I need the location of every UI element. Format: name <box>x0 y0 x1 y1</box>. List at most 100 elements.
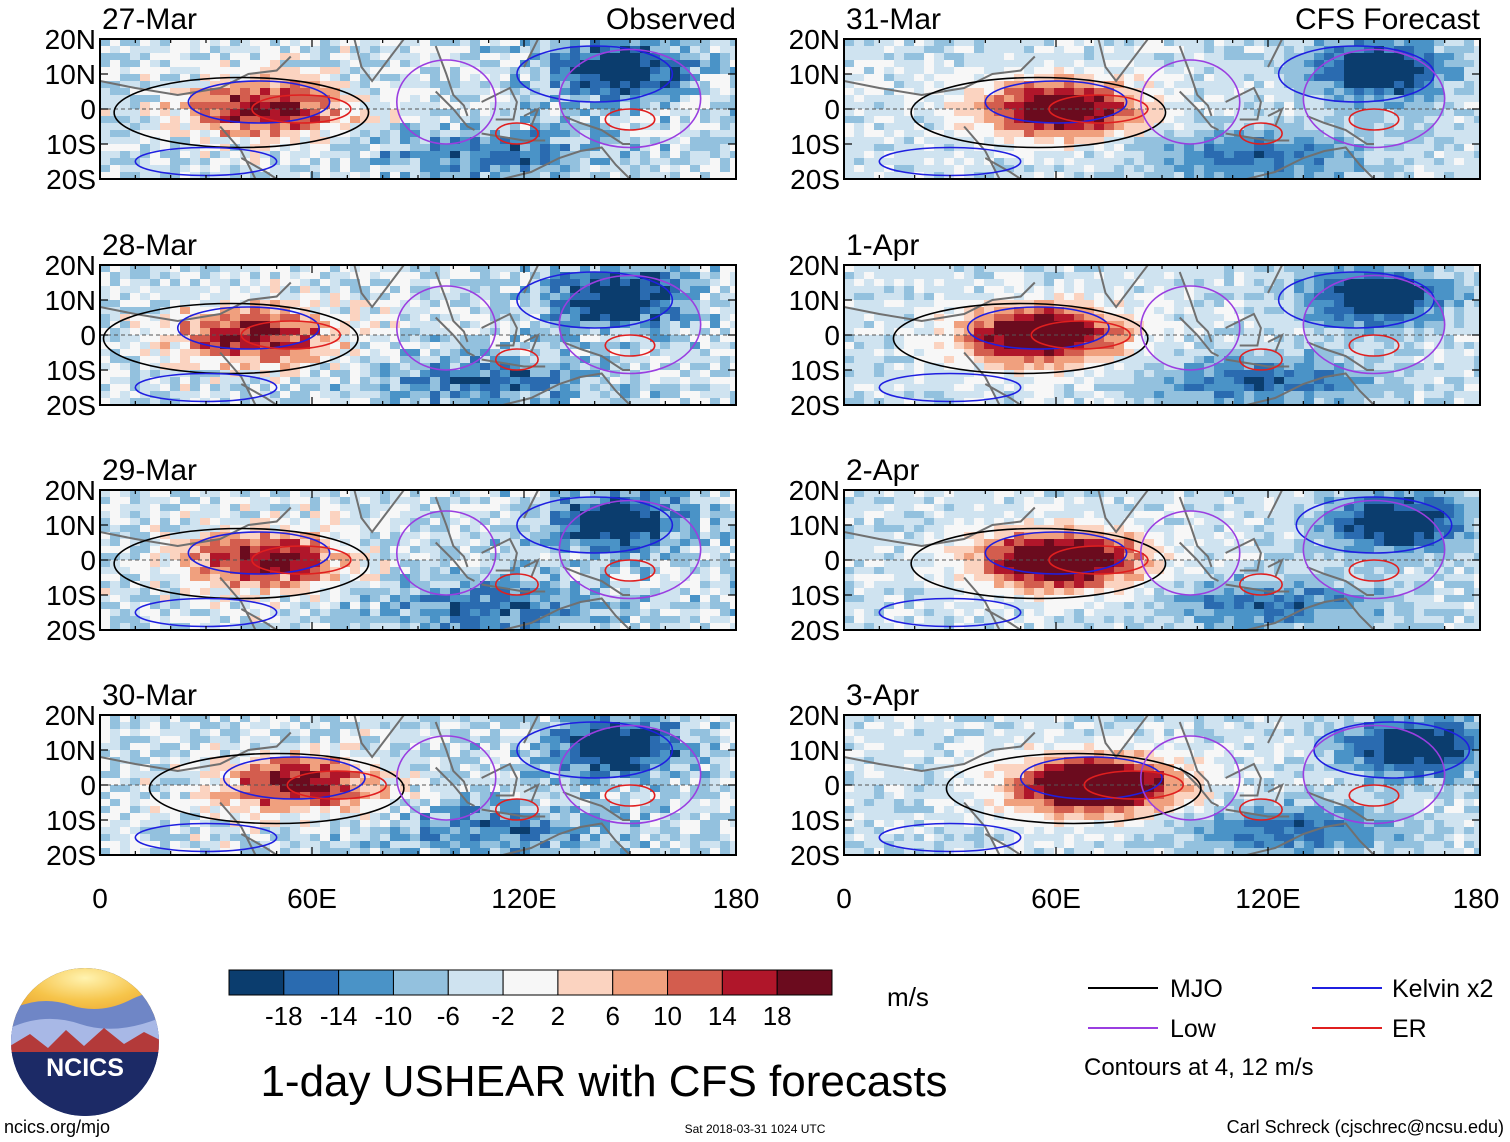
heatmap-cell <box>160 60 171 68</box>
heatmap-cell <box>1164 144 1175 152</box>
heatmap-cell <box>1034 95 1045 103</box>
heatmap-cell <box>190 279 201 287</box>
heatmap-cell <box>1204 272 1215 280</box>
heatmap-cell <box>680 151 691 159</box>
heatmap-cell <box>440 286 451 294</box>
heatmap-cell <box>1084 67 1095 75</box>
heatmap-cell <box>520 116 531 124</box>
heatmap-cell <box>1244 137 1255 145</box>
heatmap-cell <box>1224 67 1235 75</box>
heatmap-cell <box>1124 67 1135 75</box>
coastline <box>481 132 546 142</box>
heatmap-cell <box>390 391 401 399</box>
heatmap-cell <box>1034 335 1045 343</box>
heatmap-cell <box>270 391 281 399</box>
heatmap-cell <box>1044 286 1055 294</box>
heatmap-cell <box>1234 60 1245 68</box>
heatmap-cell <box>1054 349 1065 357</box>
heatmap-cell <box>350 88 361 96</box>
heatmap-cell <box>1244 286 1255 294</box>
heatmap-cell <box>894 74 905 82</box>
heatmap-cell <box>100 88 111 96</box>
heatmap-cell <box>1114 342 1125 350</box>
heatmap-cell <box>240 377 251 385</box>
heatmap-cell <box>1004 307 1015 315</box>
heatmap-cell <box>934 46 945 54</box>
heatmap-cell <box>240 307 251 315</box>
heatmap-cell <box>1154 74 1165 82</box>
heatmap-cell <box>1234 116 1245 124</box>
heatmap-cell <box>400 158 411 166</box>
heatmap-cell <box>670 321 681 329</box>
heatmap-cell <box>1224 74 1235 82</box>
heatmap-cell <box>270 335 281 343</box>
heatmap-cell <box>1294 81 1305 89</box>
heatmap-cell <box>1454 265 1465 273</box>
heatmap-cell <box>1234 265 1245 273</box>
heatmap-cell <box>1174 314 1185 322</box>
heatmap-cell <box>250 272 261 280</box>
heatmap-cell <box>230 88 241 96</box>
heatmap-cell <box>600 286 611 294</box>
heatmap-cell <box>1134 102 1145 110</box>
heatmap-cell <box>1044 279 1055 287</box>
heatmap-cell <box>1304 151 1315 159</box>
heatmap-cell <box>720 165 731 173</box>
heatmap-cell <box>470 363 481 371</box>
heatmap-cell <box>1174 265 1185 273</box>
heatmap-cell <box>1314 144 1325 152</box>
heatmap-cell <box>110 67 121 75</box>
heatmap-cell <box>100 349 111 357</box>
heatmap-cell <box>1334 67 1345 75</box>
heatmap-cell <box>874 279 885 287</box>
heatmap-cell <box>620 130 631 138</box>
heatmap-cell <box>894 342 905 350</box>
heatmap-cell <box>440 109 451 117</box>
heatmap-cell <box>420 398 431 405</box>
heatmap-cell <box>1114 349 1125 357</box>
heatmap-cell <box>370 272 381 280</box>
heatmap-cell <box>954 53 965 61</box>
heatmap-cell <box>700 102 711 110</box>
heatmap-cell <box>520 81 531 89</box>
heatmap-cell <box>1144 53 1155 61</box>
heatmap-cell <box>550 67 561 75</box>
heatmap-cell <box>680 46 691 54</box>
heatmap-cell <box>520 95 531 103</box>
heatmap-cell <box>964 300 975 308</box>
heatmap-cell <box>1374 307 1385 315</box>
heatmap-cell <box>280 363 291 371</box>
heatmap-cell <box>620 391 631 399</box>
heatmap-cell <box>440 158 451 166</box>
heatmap-cell <box>1254 293 1265 301</box>
heatmap-cell <box>1344 165 1355 173</box>
heatmap-cell <box>420 53 431 61</box>
heatmap-cell <box>130 370 141 378</box>
heatmap-cell <box>540 81 551 89</box>
heatmap-cell <box>570 356 581 364</box>
heatmap-cell <box>984 130 995 138</box>
heatmap-cell <box>1074 39 1085 47</box>
heatmap-cell <box>310 363 321 371</box>
heatmap-cell <box>1214 144 1225 152</box>
heatmap-cell <box>360 165 371 173</box>
heatmap-cell <box>220 335 231 343</box>
heatmap-cell <box>280 123 291 131</box>
heatmap-cell <box>100 46 111 54</box>
heatmap-cell <box>1404 165 1415 173</box>
heatmap-cell <box>710 123 721 131</box>
heatmap-cell <box>1344 102 1355 110</box>
heatmap-cell <box>1164 88 1175 96</box>
heatmap-cell <box>120 321 131 329</box>
heatmap-cell <box>1374 293 1385 301</box>
heatmap-cell <box>1314 116 1325 124</box>
heatmap-cell <box>1404 300 1415 308</box>
heatmap-cell <box>320 328 331 336</box>
heatmap-cell <box>1114 53 1125 61</box>
heatmap-cell <box>480 370 491 378</box>
heatmap-cell <box>1054 272 1065 280</box>
heatmap-cell <box>1284 293 1295 301</box>
heatmap-cell <box>630 314 641 322</box>
heatmap-cell <box>710 391 721 399</box>
